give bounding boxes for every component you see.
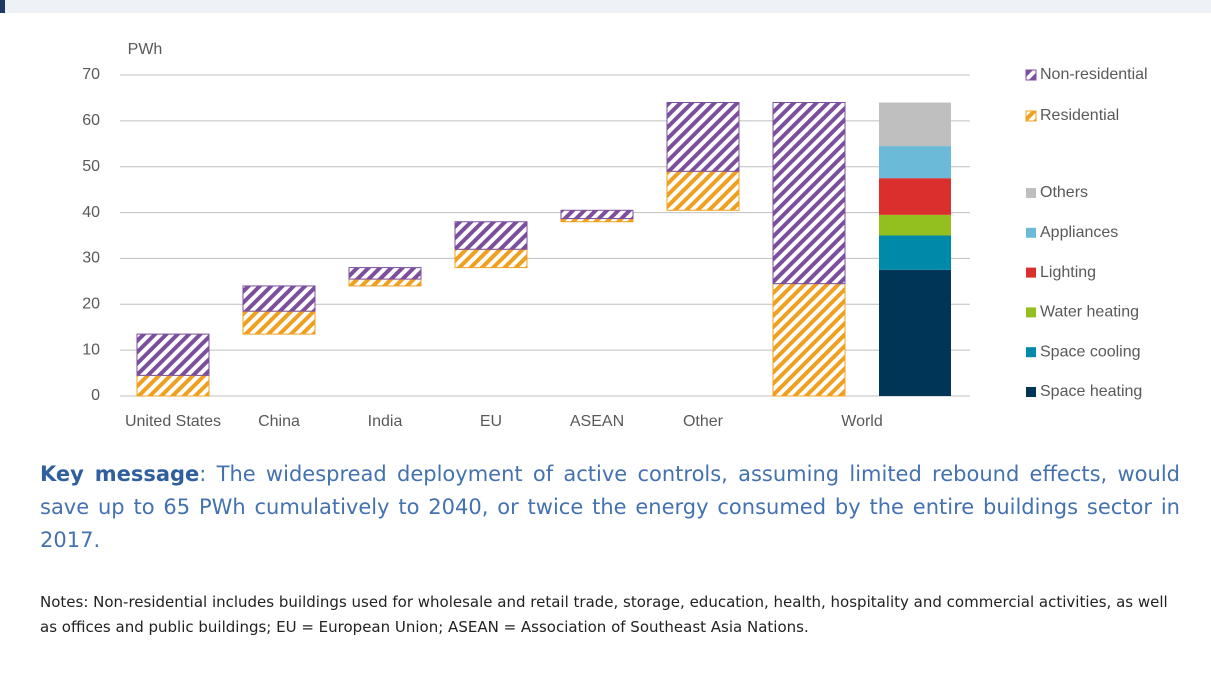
x-tick-label: United States: [125, 413, 221, 430]
legend-label: Space heating: [1040, 383, 1142, 400]
chart: PWh 0 10 20 30 40 50 60 70 United States China Ind…: [0, 0, 1211, 430]
bar-segment: [879, 102, 951, 147]
bar-segment: [348, 267, 422, 280]
bar-segment: [348, 278, 422, 287]
legend-swatch: [1025, 69, 1037, 81]
y-tick-label: 0: [91, 387, 100, 404]
legend-swatch: [1026, 307, 1036, 318]
x-tick-label: China: [258, 413, 300, 430]
legend-label: Space cooling: [1040, 343, 1141, 360]
legend-swatch: [1026, 387, 1036, 397]
legend-swatch: [1026, 267, 1036, 278]
y-tick-label: 50: [82, 158, 100, 175]
bar-segment: [879, 214, 951, 236]
bar-segment: [666, 102, 740, 172]
y-tick-label: 20: [82, 296, 100, 313]
legend-label: Lighting: [1040, 264, 1096, 281]
bar-segment: [454, 248, 528, 269]
bar-segment: [879, 235, 951, 270]
key-message-text: : The widespread deployment of active co…: [40, 462, 1180, 552]
legend-label: Appliances: [1040, 224, 1118, 241]
key-message: Key message: The widespread deployment o…: [40, 458, 1180, 557]
key-message-label: Key message: [40, 462, 200, 486]
x-tick-label: Other: [683, 413, 724, 430]
bar-segment: [879, 178, 951, 215]
bar-segment: [879, 146, 951, 179]
legend-label: Others: [1040, 184, 1088, 201]
bar-segment: [242, 310, 316, 335]
legend-swatch: [1026, 188, 1036, 198]
x-tick-label: ASEAN: [570, 413, 624, 430]
y-tick-label: 60: [82, 112, 100, 129]
bar-segment: [772, 283, 846, 397]
bar-segment: [242, 285, 316, 312]
bar-segment: [136, 333, 210, 376]
legend-swatch: [1026, 227, 1036, 238]
bar-segment: [772, 102, 846, 285]
bar-segment: [879, 269, 951, 396]
bar-segment: [666, 170, 740, 211]
legend-swatch: [1026, 347, 1036, 358]
x-tick-label: World: [841, 413, 883, 430]
legend-label: Residential: [1040, 107, 1119, 124]
bar-segment: [454, 221, 528, 250]
y-tick-label: 40: [82, 204, 100, 221]
y-tick-label: 30: [82, 250, 100, 267]
x-tick-label: EU: [480, 413, 502, 430]
y-tick-label: 10: [82, 341, 100, 358]
notes: Notes: Non-residential includes building…: [40, 593, 1168, 636]
x-tick-label: India: [368, 413, 403, 430]
bar-segment: [136, 374, 210, 397]
header-band: [0, 0, 1211, 13]
legend-label: Water heating: [1040, 304, 1139, 321]
bar-segment: [560, 209, 634, 220]
y-tick-label: 70: [82, 66, 100, 83]
legend-swatch: [1025, 110, 1037, 122]
legend-label: Non-residential: [1040, 66, 1148, 83]
y-axis-label: PWh: [128, 41, 163, 58]
header-accent: [0, 0, 5, 13]
